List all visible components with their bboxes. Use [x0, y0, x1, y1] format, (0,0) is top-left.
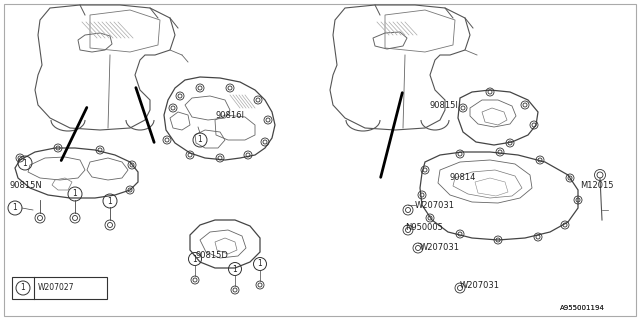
Text: W207031: W207031 [420, 244, 460, 252]
Text: 1: 1 [22, 158, 28, 167]
Text: W207031: W207031 [415, 201, 455, 210]
Text: 90815I: 90815I [430, 100, 459, 109]
Text: W207031: W207031 [460, 281, 500, 290]
Text: 90815D: 90815D [195, 251, 228, 260]
Text: 1: 1 [198, 135, 202, 145]
Text: 1: 1 [13, 204, 17, 212]
Text: 1: 1 [108, 196, 113, 205]
Text: 90816I: 90816I [215, 110, 244, 119]
Text: 90814: 90814 [450, 173, 476, 182]
Text: M12015: M12015 [580, 180, 614, 189]
Text: A955001194: A955001194 [560, 305, 605, 311]
Text: W207027: W207027 [38, 284, 74, 292]
Text: N950005: N950005 [405, 223, 443, 233]
Text: 1: 1 [193, 254, 197, 263]
Text: 1: 1 [72, 189, 77, 198]
Text: 90815N: 90815N [10, 180, 43, 189]
Text: A955001194: A955001194 [560, 305, 605, 311]
Text: 1: 1 [232, 265, 237, 274]
Text: 1: 1 [20, 284, 26, 292]
Text: 1: 1 [258, 260, 262, 268]
